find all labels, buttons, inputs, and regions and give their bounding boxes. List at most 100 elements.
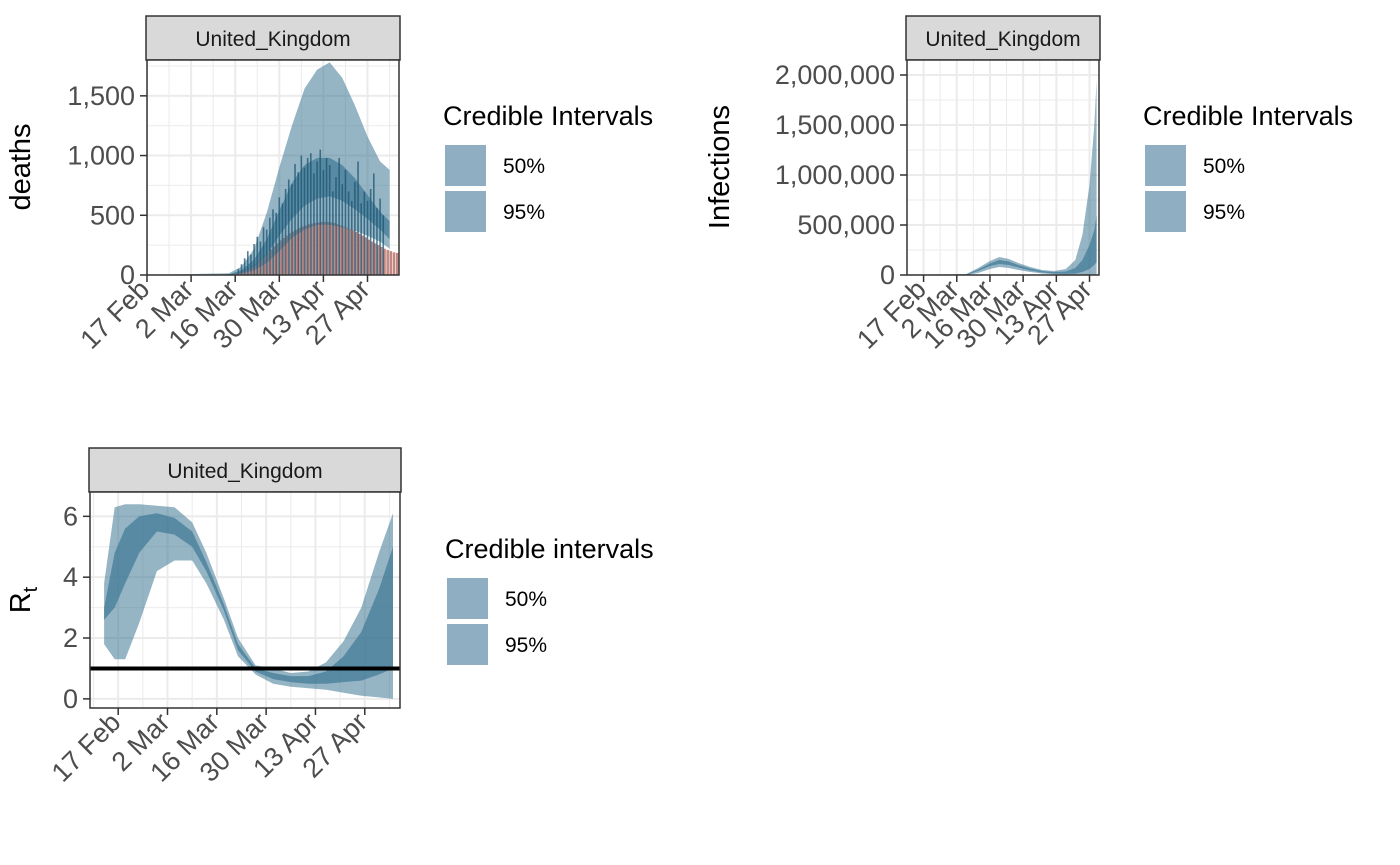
plot-area: [90, 492, 400, 708]
observed-bar: [351, 230, 355, 275]
y-tick-label: 1,500: [67, 81, 135, 111]
observed-bar: [260, 258, 263, 275]
observed-bar: [329, 222, 333, 275]
legend-key: [1143, 143, 1188, 188]
observed-bar: [313, 223, 317, 275]
y-tick-label: 1,000: [67, 141, 135, 171]
observed-bar: [298, 227, 301, 275]
plot-area: [907, 60, 1099, 275]
legend-title: Credible Intervals: [443, 101, 653, 131]
observed-bar: [373, 243, 377, 275]
facet-strip-label: United_Kingdom: [925, 28, 1080, 51]
observed-bar: [288, 233, 292, 275]
observed-bar: [257, 261, 260, 275]
observed-bar: [370, 241, 374, 275]
observed-bar: [336, 224, 339, 275]
observed-bar: [367, 239, 371, 275]
observed-bar: [395, 252, 399, 275]
observed-bar: [279, 240, 282, 275]
legend-label: 50%: [1203, 155, 1245, 178]
y-tick-label: 4: [63, 562, 78, 592]
y-tick-label: 2,000,000: [775, 60, 895, 90]
observed-bar: [326, 221, 330, 275]
observed-bar: [323, 221, 326, 275]
credible-band-50pct: [907, 215, 1097, 275]
observed-bar: [317, 222, 320, 275]
observed-bar: [269, 249, 273, 275]
observed-bar: [285, 235, 289, 275]
observed-bar: [295, 229, 298, 275]
legend-key: [445, 622, 490, 667]
observed-bar: [332, 223, 336, 275]
observed-bar: [273, 246, 276, 275]
observed-bar: [320, 221, 323, 275]
observed-bar: [383, 248, 386, 275]
y-axis-title-main: R: [5, 592, 37, 613]
legend-title: Credible Intervals: [1143, 101, 1353, 131]
observed-bar: [386, 249, 389, 275]
y-axis-title: deaths: [5, 123, 37, 210]
observed-bar: [291, 231, 295, 275]
facet-strip: [905, 15, 1101, 61]
chart-panel-infections: United_Kingdom 0 500,000 1,000,000 1,500,000…: [704, 15, 1353, 355]
legend-label: 95%: [1203, 201, 1245, 224]
legend-title: Credible intervals: [445, 534, 654, 564]
y-tick-label: 500,000: [797, 210, 895, 240]
observed-bar: [380, 246, 383, 275]
observed-bar: [392, 252, 396, 275]
legend: Credible intervals 50% 95%: [445, 534, 654, 667]
panel-border: [89, 491, 401, 709]
y-tick-label: 6: [63, 501, 78, 531]
y-tick-label: 0: [120, 260, 135, 290]
legend-label: 95%: [503, 201, 545, 224]
legend-label: 50%: [505, 588, 547, 611]
observed-bar: [361, 235, 364, 275]
y-tick-label: 1,000,000: [775, 160, 895, 190]
legend-label: 95%: [505, 634, 547, 657]
legend-key: [445, 576, 490, 621]
observed-bar: [276, 243, 279, 275]
y-axis-title: Infections: [704, 105, 736, 229]
observed-bar: [339, 225, 342, 275]
observed-bar: [304, 225, 308, 275]
y-axis-title: Rt: [5, 586, 42, 613]
observed-bar: [282, 237, 285, 275]
y-tick-label: 2: [63, 623, 78, 653]
observed-bar: [266, 252, 270, 275]
observed-bar: [301, 226, 304, 275]
observed-bar: [358, 233, 361, 275]
observed-bar: [307, 224, 311, 275]
legend-key: [443, 189, 488, 234]
observed-bar: [263, 255, 267, 275]
panel-background: [907, 60, 1099, 275]
plot-area: [147, 60, 399, 275]
observed-bar: [310, 223, 314, 275]
observed-bar: [376, 245, 380, 275]
legend: Credible Intervals 50% 95%: [443, 101, 653, 234]
observed-bar: [345, 227, 348, 275]
legend-key: [443, 143, 488, 188]
y-tick-label: 500: [90, 200, 135, 230]
facet-strip: [88, 447, 402, 493]
y-tick-label: 0: [63, 684, 78, 714]
observed-bar: [354, 232, 358, 275]
observed-bar: [348, 229, 352, 275]
observed-bar: [342, 226, 345, 275]
legend-key: [1143, 189, 1188, 234]
facet-strip-label: United_Kingdom: [195, 28, 350, 51]
legend: Credible Intervals 50% 95%: [1143, 101, 1353, 234]
legend-label: 50%: [503, 155, 545, 178]
y-tick-label: 0: [880, 260, 895, 290]
credible-band-95pct: [104, 504, 393, 699]
observed-bar: [389, 251, 393, 275]
facet-strip-label: United_Kingdom: [167, 460, 322, 483]
credible-band-95pct: [907, 80, 1097, 275]
facet-strip: [145, 15, 401, 61]
y-tick-label: 1,500,000: [775, 110, 895, 140]
observed-bar: [364, 237, 367, 275]
panel-border: [906, 59, 1100, 276]
y-axis-title-subscript: t: [20, 586, 42, 592]
